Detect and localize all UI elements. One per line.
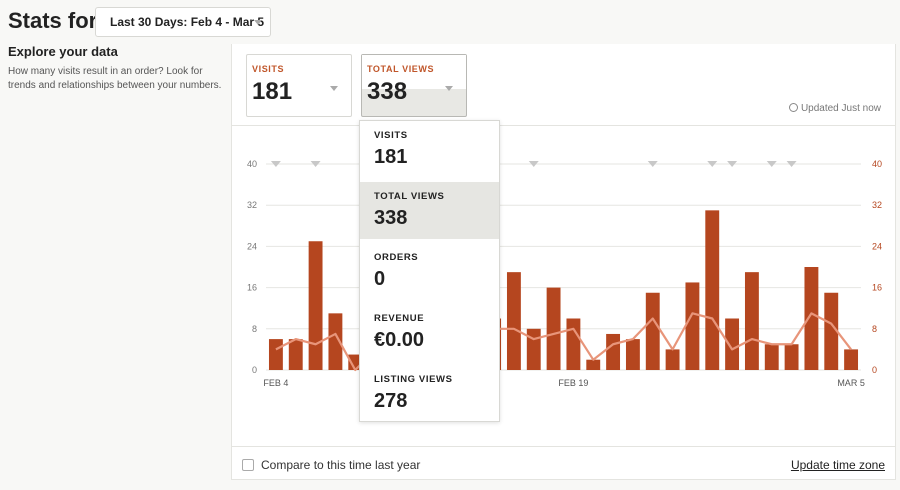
dropdown-item-value: 338 bbox=[374, 207, 408, 229]
updated-status: Updated Just now bbox=[788, 103, 881, 114]
chart-bar bbox=[268, 339, 283, 370]
clock-icon bbox=[788, 103, 798, 112]
dropdown-item-revenue[interactable]: REVENUE €0.00 bbox=[360, 304, 499, 361]
chart-bar bbox=[784, 344, 799, 370]
y-tick-label-left: 32 bbox=[247, 200, 257, 210]
metric-dropdown-menu: VISITS 181 TOTAL VIEWS 338 ORDERS 0 REVE… bbox=[359, 120, 500, 422]
event-marker-icon bbox=[528, 161, 539, 167]
event-marker-icon bbox=[707, 161, 718, 167]
chart-bar bbox=[844, 349, 859, 370]
dropdown-item-listing-views[interactable]: LISTING VIEWS 278 bbox=[360, 365, 499, 422]
chart-bar bbox=[546, 287, 561, 370]
dropdown-item-visits[interactable]: VISITS 181 bbox=[360, 121, 499, 178]
y-tick-label-right: 24 bbox=[872, 241, 882, 251]
y-tick-label-left: 16 bbox=[247, 283, 257, 293]
sidebar: Explore your data How many visits result… bbox=[8, 44, 223, 93]
dropdown-item-label: LISTING VIEWS bbox=[374, 374, 453, 385]
compare-checkbox[interactable] bbox=[242, 459, 254, 471]
chart-footer: Compare to this time last year Update ti… bbox=[232, 446, 895, 480]
dropdown-item-value: 278 bbox=[374, 390, 408, 412]
dropdown-item-label: REVENUE bbox=[374, 313, 425, 324]
date-range-label: Last 30 Days: Feb 4 - Mar 5 bbox=[110, 15, 265, 29]
metric-value: 181 bbox=[252, 78, 293, 105]
x-tick-label: FEB 19 bbox=[558, 378, 588, 388]
chart-bar bbox=[645, 292, 660, 370]
chevron-down-icon bbox=[330, 86, 338, 91]
dropdown-item-value: 181 bbox=[374, 146, 408, 168]
stats-panel: VISITS 181 TOTAL VIEWS 338 Updated Just … bbox=[231, 44, 896, 480]
x-tick-label: FEB 4 bbox=[263, 378, 288, 388]
compare-label: Compare to this time last year bbox=[261, 458, 421, 472]
event-marker-icon bbox=[647, 161, 658, 167]
event-marker-icon bbox=[310, 161, 321, 167]
chart-bar bbox=[625, 339, 640, 370]
y-tick-label-right: 16 bbox=[872, 283, 882, 293]
page-title: Stats for bbox=[8, 8, 98, 33]
chart-bar bbox=[685, 282, 700, 370]
y-tick-label-right: 8 bbox=[872, 324, 877, 334]
chevron-down-icon bbox=[254, 20, 262, 25]
y-tick-label-left: 40 bbox=[247, 159, 257, 169]
updated-text: Updated Just now bbox=[800, 103, 881, 114]
y-tick-label-right: 40 bbox=[872, 159, 882, 169]
chart-bar bbox=[566, 318, 581, 370]
y-tick-label-right: 0 bbox=[872, 365, 877, 375]
event-marker-icon bbox=[270, 161, 281, 167]
dropdown-item-label: ORDERS bbox=[374, 252, 419, 263]
chart-bar bbox=[725, 318, 740, 370]
chart-bar bbox=[526, 328, 541, 370]
metric-select-total-views[interactable]: TOTAL VIEWS 338 bbox=[361, 54, 467, 117]
dropdown-item-orders[interactable]: ORDERS 0 bbox=[360, 243, 499, 300]
metric-selector-bar: VISITS 181 TOTAL VIEWS 338 Updated Just … bbox=[232, 44, 895, 126]
chart-bar bbox=[308, 241, 323, 370]
metric-value: 338 bbox=[367, 78, 408, 105]
event-marker-icon bbox=[727, 161, 738, 167]
event-marker-icon bbox=[766, 161, 777, 167]
y-tick-label-left: 0 bbox=[252, 365, 257, 375]
dropdown-item-label: VISITS bbox=[374, 130, 408, 141]
chart-bar bbox=[586, 359, 601, 370]
chart-bar bbox=[288, 339, 303, 370]
header: Stats for Last 30 Days: Feb 4 - Mar 5 bbox=[0, 0, 900, 44]
sidebar-description: How many visits result in an order? Look… bbox=[8, 66, 222, 91]
chart-bar bbox=[606, 333, 621, 370]
chart-bar bbox=[804, 267, 819, 370]
y-tick-label-left: 24 bbox=[247, 241, 257, 251]
chart-bar bbox=[506, 272, 521, 370]
update-timezone-link[interactable]: Update time zone bbox=[790, 458, 885, 472]
dropdown-item-total-views[interactable]: TOTAL VIEWS 338 bbox=[360, 182, 499, 239]
chart-bar bbox=[328, 313, 343, 370]
chart-bar bbox=[665, 349, 680, 370]
x-tick-label: MAR 5 bbox=[837, 378, 865, 388]
stats-chart: 0 0 8 8 16 16 24 24 32 32 40 40 FEB 4 FEB 19 MAR 5 bbox=[247, 159, 882, 388]
y-tick-label-right: 32 bbox=[872, 200, 882, 210]
y-tick-label-left: 8 bbox=[252, 324, 257, 334]
chart-bar bbox=[824, 292, 839, 370]
metric-select-visits[interactable]: VISITS 181 bbox=[246, 54, 352, 117]
metric-label: VISITS bbox=[252, 64, 285, 74]
date-range-select[interactable]: Last 30 Days: Feb 4 - Mar 5 bbox=[95, 7, 271, 37]
chevron-down-icon bbox=[445, 86, 453, 91]
dropdown-item-label: TOTAL VIEWS bbox=[374, 191, 445, 202]
chart-bar bbox=[744, 272, 759, 370]
metric-label: TOTAL VIEWS bbox=[367, 64, 435, 74]
sidebar-title: Explore your data bbox=[8, 44, 118, 59]
dropdown-item-value: €0.00 bbox=[374, 329, 425, 351]
chart-bar bbox=[764, 344, 779, 370]
chart-bar bbox=[705, 210, 720, 370]
dropdown-item-value: 0 bbox=[374, 268, 386, 290]
event-marker-icon bbox=[786, 161, 797, 167]
